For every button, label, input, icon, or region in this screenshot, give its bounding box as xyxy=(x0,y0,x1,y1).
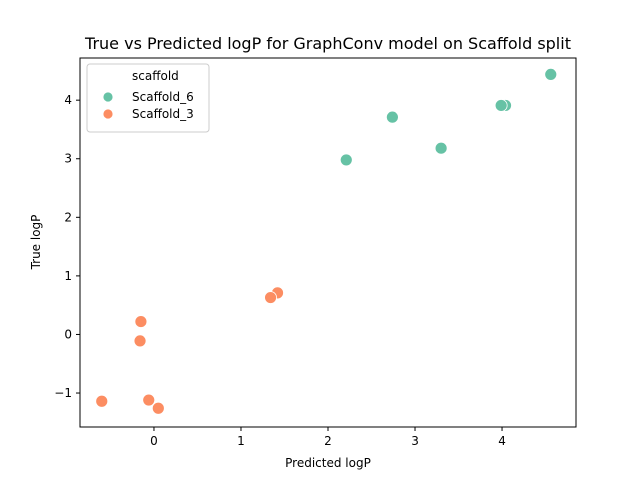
legend-marker xyxy=(102,108,114,120)
x-axis: 0 1 2 3 4 xyxy=(150,427,506,448)
data-point-scaffold-6 xyxy=(339,153,353,167)
legend-box xyxy=(86,63,210,133)
chart-title: True vs Predicted logP for GraphConv mod… xyxy=(84,34,571,53)
data-point-scaffold-6 xyxy=(385,110,399,124)
legend-items: Scaffold_6 Scaffold_3 xyxy=(102,90,194,121)
y-axis-label: True logP xyxy=(29,215,43,271)
data-point-scaffold-3 xyxy=(133,334,147,348)
data-point-scaffold-3 xyxy=(95,394,109,408)
legend-title: scaffold xyxy=(132,69,179,83)
x-tick-label: 2 xyxy=(324,434,332,448)
y-axis: −1 0 1 2 3 4 xyxy=(54,93,80,400)
y-tick-label: 0 xyxy=(64,327,72,341)
x-tick-label: 3 xyxy=(411,434,419,448)
y-tick-label: 3 xyxy=(64,152,72,166)
x-axis-label: Predicted logP xyxy=(285,456,371,470)
y-tick-label: 4 xyxy=(64,93,72,107)
data-point-scaffold-6 xyxy=(544,68,558,81)
data-point-scaffold-6 xyxy=(434,141,448,155)
x-tick-label: 0 xyxy=(150,434,158,448)
y-tick-label: −1 xyxy=(54,386,72,400)
data-point-scaffold-3 xyxy=(142,393,156,407)
legend-marker xyxy=(102,91,114,103)
legend-label: Scaffold_6 xyxy=(132,90,194,104)
y-tick-label: 2 xyxy=(64,210,72,224)
legend-label: Scaffold_3 xyxy=(132,107,194,121)
data-point-scaffold-3 xyxy=(151,401,165,415)
data-point-scaffold-3 xyxy=(134,315,148,328)
y-tick-label: 1 xyxy=(64,269,72,283)
data-points xyxy=(95,68,558,415)
data-point-scaffold-6 xyxy=(494,99,508,112)
x-tick-label: 1 xyxy=(237,434,245,448)
data-point-scaffold-3 xyxy=(264,291,277,304)
legend: scaffold Scaffold_6 Scaffold_3 xyxy=(86,63,210,133)
x-tick-label: 4 xyxy=(498,434,506,448)
